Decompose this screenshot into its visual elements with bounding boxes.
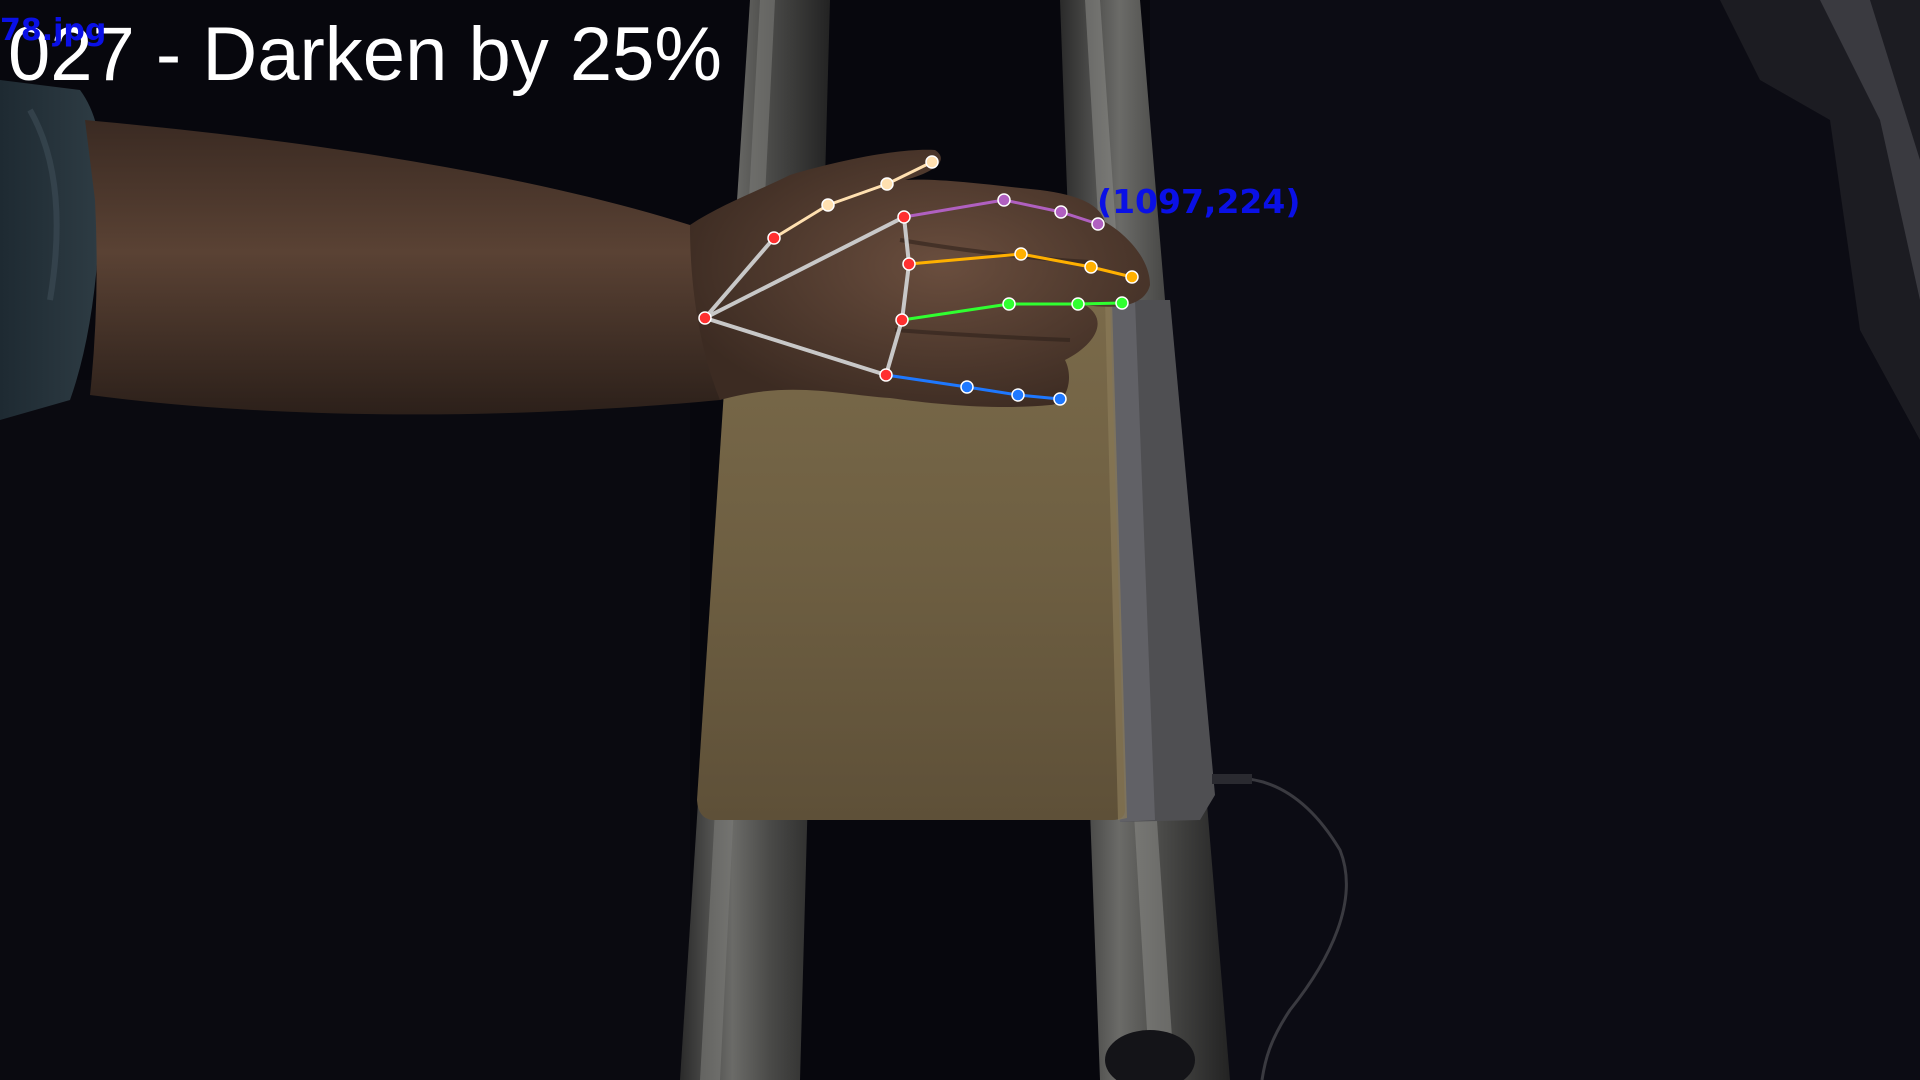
middle-landmark bbox=[902, 257, 916, 271]
index-landmark bbox=[1054, 205, 1068, 219]
sleeve bbox=[0, 80, 103, 420]
wrist-landmark bbox=[698, 311, 712, 325]
palm-connection bbox=[703, 316, 888, 377]
pinky-connection bbox=[884, 373, 969, 389]
palm-connection bbox=[884, 318, 904, 377]
right-dark-panel bbox=[1150, 0, 1920, 1080]
board-edge bbox=[1105, 300, 1127, 820]
middle-connection bbox=[907, 252, 1023, 266]
pinky-connection bbox=[965, 385, 1020, 397]
sleeve-fold bbox=[27, 108, 60, 301]
knuckle-shadow bbox=[899, 238, 1091, 264]
index-landmark bbox=[997, 193, 1011, 207]
left-dark-panel bbox=[0, 380, 690, 1080]
hand-skeleton bbox=[698, 155, 1139, 406]
palm-connection bbox=[703, 215, 906, 320]
hand bbox=[690, 149, 1150, 408]
middle-landmark bbox=[1084, 260, 1098, 274]
middle-connection bbox=[1019, 252, 1093, 269]
index-landmark bbox=[897, 210, 911, 224]
palm-connection bbox=[900, 262, 911, 322]
index-landmark bbox=[1091, 217, 1105, 231]
wooden-board bbox=[697, 300, 1125, 820]
ring-landmark bbox=[1115, 296, 1129, 310]
frame-title: 027 - Darken by 25% bbox=[8, 12, 722, 97]
thumb-connection bbox=[885, 160, 934, 186]
ring-landmark bbox=[895, 313, 909, 327]
cable-plug bbox=[1212, 774, 1252, 784]
upper-right-highlight bbox=[1820, 0, 1920, 300]
thumb-landmark bbox=[767, 231, 781, 245]
middle-connection bbox=[1089, 265, 1134, 279]
pinky-connection bbox=[1016, 393, 1062, 401]
palm-connection bbox=[902, 215, 911, 266]
ring-landmark bbox=[1002, 297, 1016, 311]
forearm bbox=[85, 120, 720, 415]
pinky-landmark bbox=[879, 368, 893, 382]
thumb-landmark bbox=[821, 198, 835, 212]
upper-right-object bbox=[1720, 0, 1920, 440]
pinky-landmark bbox=[1011, 388, 1025, 402]
pinky-landmark bbox=[960, 380, 974, 394]
ring-landmark bbox=[1071, 297, 1085, 311]
bottom-dark-object bbox=[1105, 1030, 1195, 1080]
middle-landmark bbox=[1014, 247, 1028, 261]
thumb-connection bbox=[826, 182, 889, 207]
pinky-landmark bbox=[1053, 392, 1067, 406]
ring-connection bbox=[900, 302, 1011, 322]
coordinate-label: (1097,224) bbox=[1097, 182, 1301, 221]
middle-landmark bbox=[1125, 270, 1139, 284]
thumb-landmark bbox=[880, 177, 894, 191]
index-connection bbox=[1002, 198, 1063, 214]
thumb-connection bbox=[772, 203, 830, 240]
palm-connection bbox=[703, 236, 776, 320]
ring-connection bbox=[1076, 301, 1124, 306]
index-connection bbox=[902, 198, 1006, 219]
filename-label: 78.jpg bbox=[0, 13, 107, 48]
knuckle-shadow-2 bbox=[894, 328, 1071, 342]
thumb-landmark bbox=[925, 155, 939, 169]
power-cable bbox=[1214, 776, 1348, 1080]
